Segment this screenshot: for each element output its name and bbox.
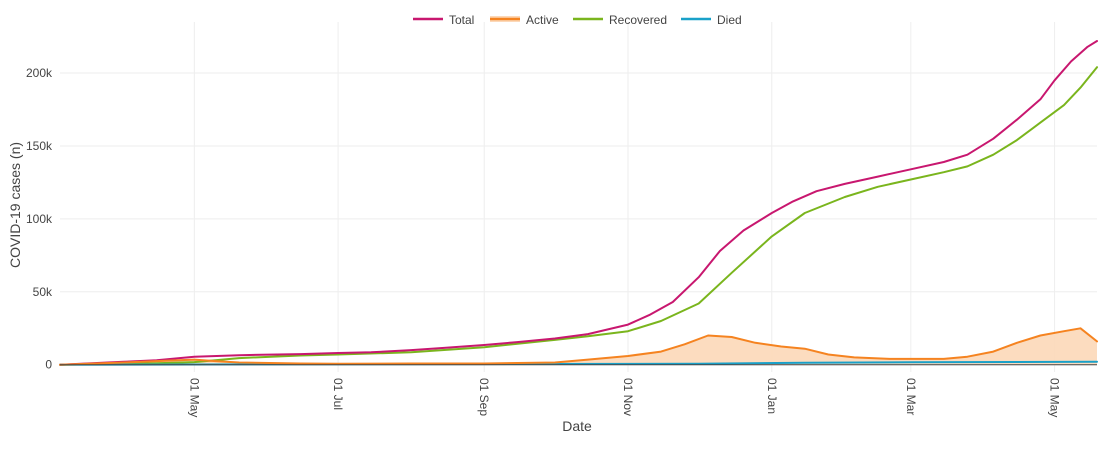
legend-label: Total [449,13,474,27]
recovered-series-line [59,66,1098,366]
y-tick-label: 100k [26,212,53,226]
y-tick-label: 0 [45,358,52,372]
legend-item-died[interactable]: Died [681,13,742,27]
y-tick-label: 200k [26,66,53,80]
x-axis-title: Date [562,418,592,434]
x-tick-label: 01 Jan [765,378,779,414]
legend-item-active[interactable]: Active [490,13,559,27]
y-tick-label: 50k [33,285,53,299]
x-tick-label: 01 Jul [331,378,345,410]
series-layer [59,40,1098,366]
y-tick-labels: 0 50k 100k 150k 200k [26,66,53,372]
legend-item-total[interactable]: Total [413,13,474,27]
active-series-line [59,327,1098,366]
legend-label: Died [717,13,742,27]
x-tick-label: 01 May [1048,378,1062,417]
legend-label: Recovered [609,13,667,27]
x-tick-labels: 01 May 01 Jul 01 Sep 01 Nov 01 Jan 01 Mar 01 M… [187,378,1061,417]
legend-label: Active [526,13,559,27]
grid [60,22,1097,372]
total-series-line [59,40,1098,366]
x-tick-label: 01 Sep [477,378,491,416]
x-tick-label: 01 Mar [904,378,918,415]
x-tick-label: 01 Nov [621,378,635,416]
legend[interactable]: Total Active Recovered Died [413,13,742,27]
legend-item-recovered[interactable]: Recovered [573,13,667,27]
x-tick-label: 01 May [187,378,201,417]
y-axis-title: COVID-19 cases (n) [7,142,23,268]
y-tick-label: 150k [26,139,53,153]
